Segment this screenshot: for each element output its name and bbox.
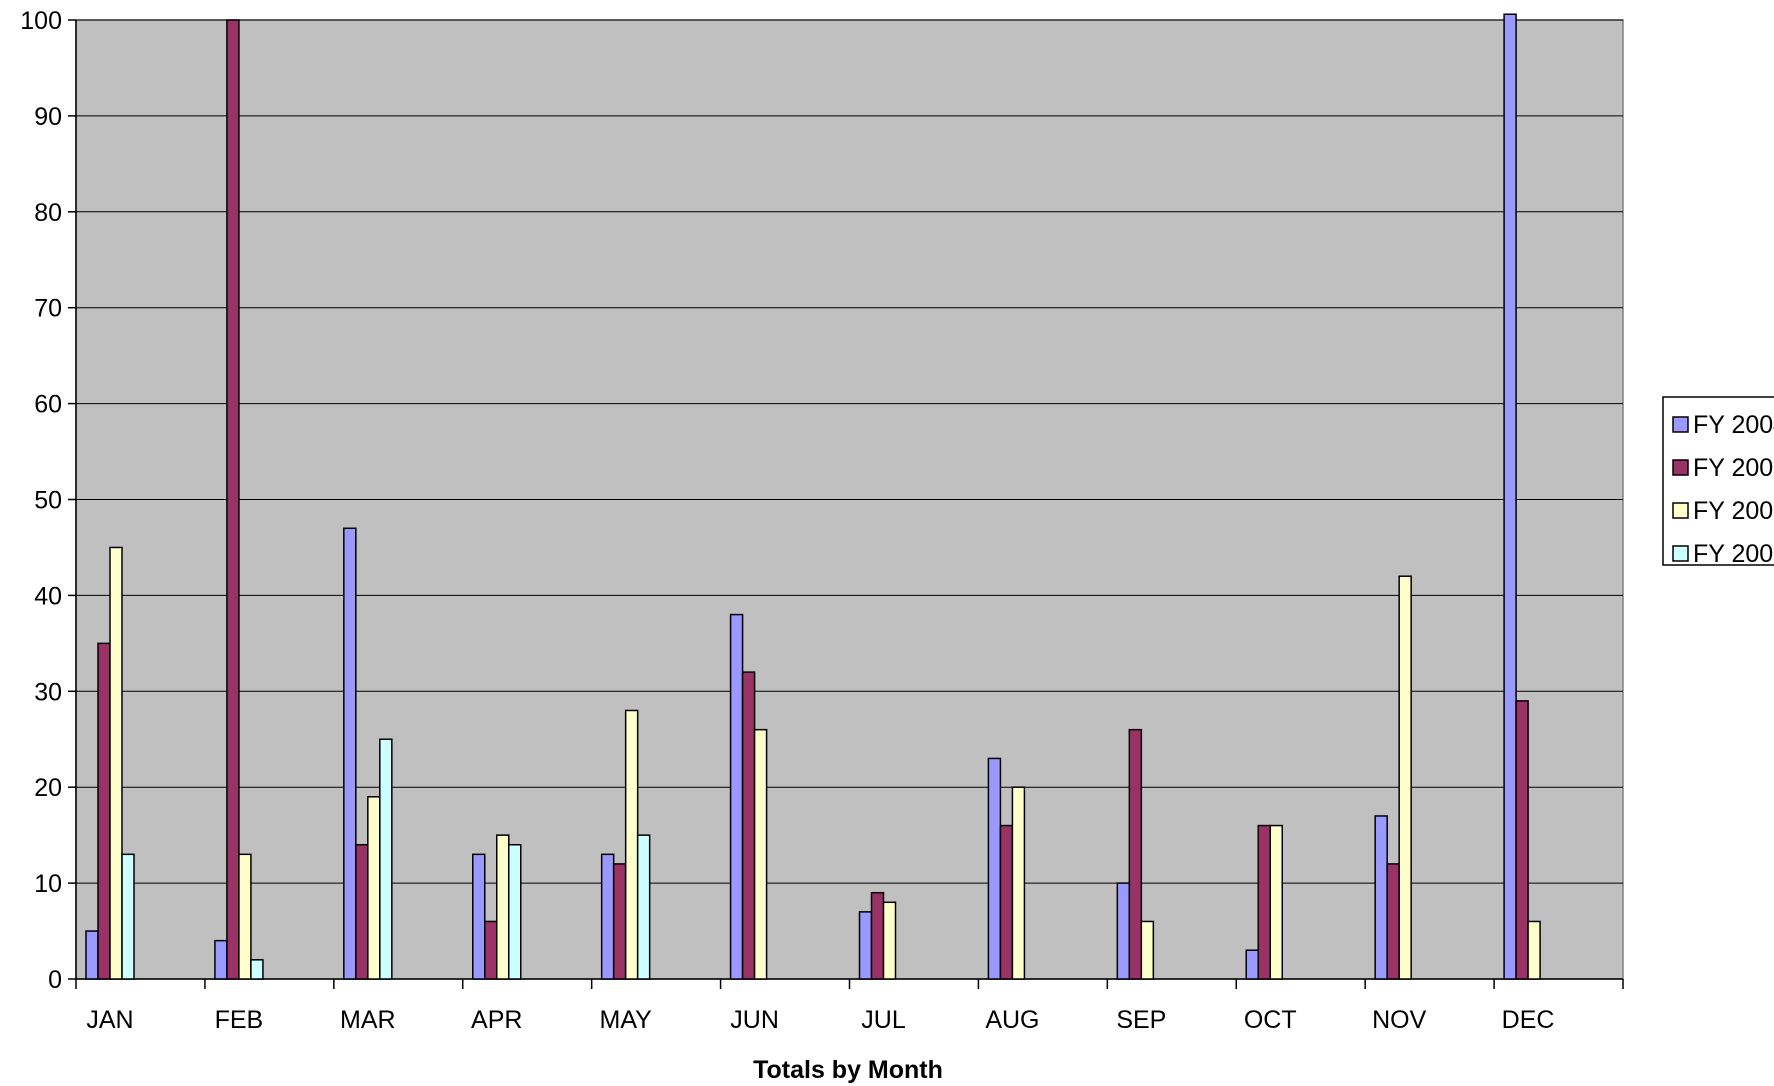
legend-label: FY 2007 (1693, 540, 1774, 568)
x-tick-label: MAR (340, 1006, 396, 1034)
y-tick-label: 30 (34, 678, 62, 706)
x-tick-label: JUN (730, 1006, 779, 1034)
bar-fy-2006-nov (1398, 575, 1412, 980)
x-tick-label: APR (471, 1006, 522, 1034)
y-tick-label: 90 (34, 103, 62, 131)
bar-fy-2004-may (600, 853, 615, 980)
bar-fy-2004-feb (214, 939, 228, 980)
bar-fy-2006-oct (1269, 824, 1283, 980)
x-tick-label: NOV (1372, 1006, 1427, 1034)
legend: FY 2004 FY 2005 FY 2006 FY 2007 (1662, 396, 1774, 568)
bar-fy-2005-sep (1128, 728, 1143, 980)
legend-label: FY 2006 (1693, 497, 1774, 525)
bar-fy-2007-may (636, 834, 651, 980)
bar-fy-2005-feb (226, 19, 240, 980)
y-tick-label: 100 (20, 7, 62, 35)
x-tick-label: MAY (600, 1006, 653, 1034)
bar-fy-2006-sep (1140, 920, 1155, 980)
x-tick-label: AUG (985, 1006, 1039, 1034)
legend-label: FY 2004 (1693, 411, 1774, 439)
bar-fy-2005-jul (870, 891, 885, 980)
bar-fy-2004-aug (987, 757, 1002, 980)
bar-fy-2006-jun (753, 728, 768, 980)
bar-fy-2004-dec (1503, 13, 1517, 980)
bar-fy-2006-feb (238, 853, 252, 980)
bar-fy-2007-mar (379, 738, 393, 980)
bar-fy-2007-apr (508, 843, 522, 980)
x-axis-title: Totals by Month (753, 1056, 943, 1084)
y-tick-label: 20 (34, 774, 62, 802)
y-tick-label: 0 (48, 966, 62, 994)
bar-fy-2006-jan (109, 546, 123, 980)
legend-swatch (1672, 545, 1689, 562)
bar-fy-2004-jun (729, 613, 744, 980)
y-tick-label: 60 (34, 391, 62, 419)
x-tick-label: SEP (1116, 1006, 1166, 1034)
bar-fy-2005-aug (999, 824, 1014, 980)
bar-fy-2005-jan (97, 642, 111, 980)
x-tick-label: FEB (215, 1006, 264, 1034)
bar-fy-2004-apr (472, 853, 486, 980)
bar-fy-2006-apr (496, 834, 510, 980)
x-tick-label: OCT (1244, 1006, 1297, 1034)
bar-fy-2004-nov (1374, 815, 1388, 980)
legend-swatch (1672, 502, 1689, 519)
bar-fy-2005-oct (1257, 824, 1271, 980)
bar-fy-2005-mar (355, 843, 369, 980)
legend-label: FY 2005 (1693, 454, 1774, 482)
bar-fy-2006-aug (1011, 786, 1026, 980)
x-tick-label: DEC (1502, 1006, 1555, 1034)
bar-fy-2006-mar (367, 796, 381, 980)
y-tick-label: 10 (34, 870, 62, 898)
bar-fy-2005-apr (484, 920, 498, 980)
y-tick-label: 80 (34, 199, 62, 227)
bar-fy-2004-sep (1116, 882, 1131, 980)
bar-fy-2006-dec (1527, 920, 1541, 980)
bar-fy-2004-oct (1245, 949, 1259, 980)
bar-fy-2005-jun (741, 671, 756, 980)
bar-fy-2006-jul (882, 901, 897, 980)
legend-swatch (1672, 459, 1689, 476)
y-tick-label: 50 (34, 487, 62, 515)
bar-fy-2005-may (612, 863, 627, 980)
bar-fy-2004-mar (343, 527, 357, 980)
x-tick-label: JUL (861, 1006, 906, 1034)
bar-fy-2007-feb (250, 959, 264, 980)
bar-fy-2004-jan (85, 930, 99, 980)
y-tick-label: 40 (34, 582, 62, 610)
bar-fy-2006-may (624, 709, 639, 980)
bar-fy-2005-dec (1515, 700, 1529, 980)
x-tick-label: JAN (86, 1006, 133, 1034)
bar-fy-2005-nov (1386, 863, 1400, 980)
bar-fy-2004-jul (858, 911, 873, 980)
legend-swatch (1672, 416, 1689, 433)
y-tick-label: 70 (34, 295, 62, 323)
bar-fy-2007-jan (121, 853, 135, 980)
